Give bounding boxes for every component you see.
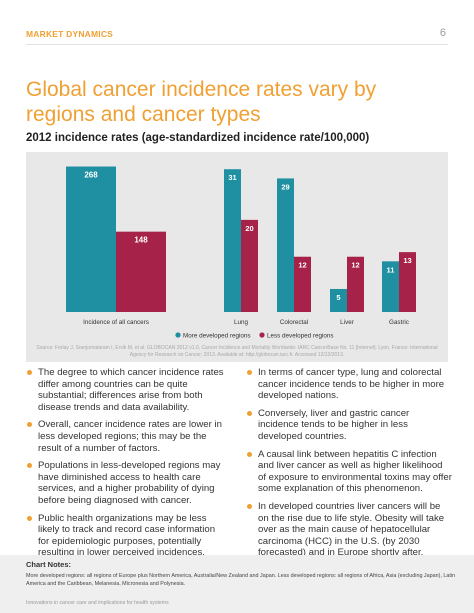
chart-notes-text: More developed regions: all regions of E… bbox=[26, 573, 456, 587]
page-header: MARKET DYNAMICS 6 bbox=[0, 0, 474, 62]
bullet-text: In terms of cancer type, lung and colore… bbox=[258, 367, 445, 402]
bullet-text: A causal link between hepatitis C infect… bbox=[258, 448, 452, 495]
bullet-item: A causal link between hepatitis C infect… bbox=[246, 449, 452, 495]
bullet-text: The degree to which cancer incidence rat… bbox=[38, 367, 224, 413]
data-label: 29 bbox=[281, 182, 289, 191]
x-tick-label: Colorectal bbox=[280, 319, 308, 326]
bullet-dot-icon bbox=[27, 422, 32, 428]
chart-bar bbox=[224, 169, 241, 312]
bullet-text: In developed countries liver cancers wil… bbox=[258, 500, 445, 559]
data-label: 148 bbox=[134, 236, 148, 245]
chart-bar bbox=[294, 256, 311, 312]
bullet-dot-icon bbox=[247, 451, 252, 457]
header-divider bbox=[26, 44, 448, 45]
legend-label-more: More developed regions bbox=[183, 333, 251, 340]
chart-bar bbox=[241, 219, 258, 312]
chart-bar bbox=[347, 256, 364, 312]
chart-bar bbox=[277, 178, 294, 312]
x-tick-label: Gastric bbox=[389, 319, 409, 326]
legend-swatch-less bbox=[259, 332, 265, 338]
bullet-item: The degree to which cancer incidence rat… bbox=[26, 367, 226, 413]
data-label: 11 bbox=[387, 265, 395, 274]
bullet-item: Populations in less-developed regions ma… bbox=[26, 460, 226, 506]
section-label: MARKET DYNAMICS bbox=[26, 29, 114, 39]
bullet-dot-icon bbox=[247, 503, 252, 509]
bullet-item: In terms of cancer type, lung and colore… bbox=[246, 367, 452, 402]
bullet-text: Conversely, liver and gastric cancer inc… bbox=[258, 407, 410, 442]
bullet-item: Overall, cancer incidence rates are lowe… bbox=[26, 419, 226, 454]
x-tick-label: Incidence of all cancers bbox=[83, 319, 149, 326]
legend-swatch-more bbox=[175, 332, 181, 338]
chart-bar bbox=[116, 231, 166, 312]
chart-source: Source: Ferlay J, Soerjomataram I, Ervik… bbox=[36, 345, 438, 358]
data-label: 5 bbox=[336, 293, 340, 302]
bullet-item: Public health organizations may be less … bbox=[26, 513, 226, 559]
chart-bar bbox=[330, 288, 347, 312]
chart-heading: 2012 incidence rates (age-standardized i… bbox=[26, 132, 370, 144]
bullet-text: Populations in less-developed regions ma… bbox=[38, 460, 221, 506]
chart-notes-band: Chart Notes: More developed regions: all… bbox=[0, 555, 474, 613]
page-title: Global cancer incidence rates vary by re… bbox=[26, 78, 377, 126]
legend-label-less: Less developed regions bbox=[267, 333, 334, 340]
data-label: 268 bbox=[84, 171, 98, 180]
bullet-item: Conversely, liver and gastric cancer inc… bbox=[246, 408, 452, 443]
bullets-left-column: The degree to which cancer incidence rat… bbox=[26, 367, 226, 565]
chart-bar bbox=[382, 261, 399, 312]
data-label: 12 bbox=[351, 261, 359, 270]
bullet-item: In developed countries liver cancers wil… bbox=[246, 501, 452, 559]
chart-notes-title: Chart Notes: bbox=[26, 560, 72, 569]
data-label: 31 bbox=[228, 173, 236, 182]
page-number: 6 bbox=[439, 27, 446, 39]
x-tick-label: Lung bbox=[234, 319, 249, 326]
bullet-dot-icon bbox=[27, 463, 32, 469]
bullets-right-column: In terms of cancer type, lung and colore… bbox=[246, 367, 452, 565]
bullet-text: Public health organizations may be less … bbox=[38, 512, 216, 559]
data-label: 13 bbox=[403, 256, 411, 265]
bullet-dot-icon bbox=[27, 515, 32, 521]
bullet-dot-icon bbox=[247, 410, 252, 416]
data-label: 12 bbox=[298, 261, 306, 270]
page-footer: Innovations in cancer care and implicati… bbox=[26, 600, 169, 606]
incidence-bar-chart: 268 148 Incidence of all cancers 31 20 Lung 29… bbox=[66, 166, 416, 340]
bullet-text: Overall, cancer incidence rates are lowe… bbox=[38, 419, 222, 454]
bullet-dot-icon bbox=[27, 370, 32, 375]
data-label: 20 bbox=[245, 224, 253, 233]
bullet-dot-icon bbox=[247, 370, 252, 375]
chart-bar bbox=[66, 166, 116, 312]
x-tick-label: Liver bbox=[340, 319, 354, 326]
chart-panel: 268 148 Incidence of all cancers 31 20 Lung 29… bbox=[26, 152, 448, 362]
chart-bar bbox=[399, 252, 416, 312]
